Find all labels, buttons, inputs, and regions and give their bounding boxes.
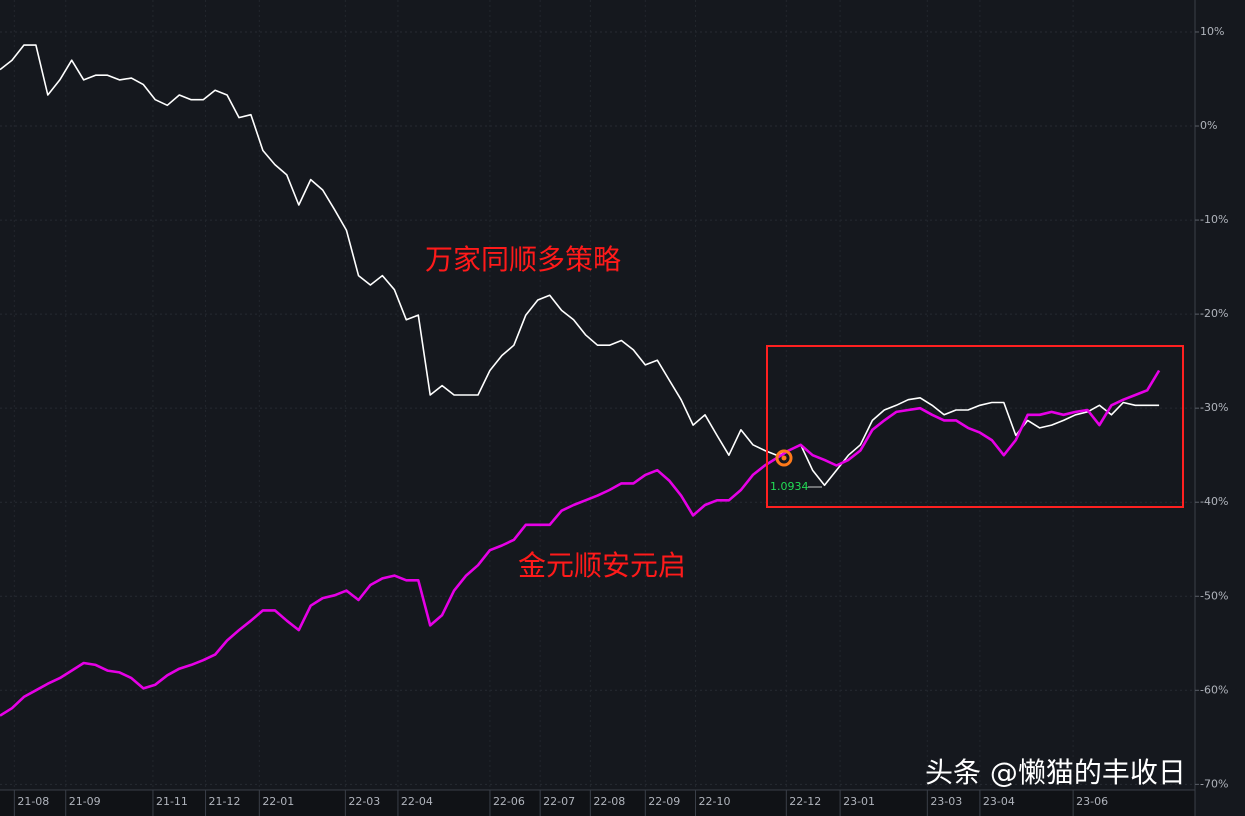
y-tick-label: -50% — [1200, 589, 1228, 602]
x-tick-label: 22-09 — [648, 795, 680, 808]
grid — [0, 0, 1195, 790]
x-tick-label: 23-01 — [843, 795, 875, 808]
plot — [0, 44, 1161, 717]
x-tick-label: 21-12 — [209, 795, 241, 808]
x-tick-label: 22-03 — [348, 795, 380, 808]
y-tick-label: -60% — [1200, 683, 1228, 696]
series-label: 万家同顺多策略 — [425, 243, 621, 276]
x-tick-label: 21-11 — [156, 795, 188, 808]
x-tick-label: 22-10 — [698, 795, 730, 808]
x-tick-label: 22-08 — [593, 795, 625, 808]
x-axis-band — [0, 790, 1195, 816]
x-tick-label: 21-09 — [69, 795, 101, 808]
marker-dot — [781, 455, 787, 461]
x-tick-label: 22-04 — [401, 795, 433, 808]
y-tick-label: -20% — [1200, 307, 1228, 320]
x-tick-label: 21-08 — [17, 795, 49, 808]
series-line — [0, 369, 1161, 717]
y-tick-label: -40% — [1200, 495, 1228, 508]
y-tick-label: -10% — [1200, 213, 1228, 226]
y-tick-label: -30% — [1200, 401, 1228, 414]
axes: 10% 0% -10% -20% -30% -40% -50% -60% -70% 21-08 21… — [13, 25, 1228, 816]
series-label: 金元顺安元启 — [518, 549, 686, 582]
x-tick-label: 23-04 — [983, 795, 1015, 808]
series-line — [0, 44, 1160, 487]
y-tick-label: -70% — [1200, 777, 1228, 790]
x-tick-label: 23-06 — [1076, 795, 1108, 808]
y-tick-label: 10% — [1200, 25, 1224, 38]
x-tick-label: 22-12 — [789, 795, 821, 808]
watermark: 头条 @懒猫的丰收日 — [925, 756, 1186, 789]
highlight-box — [766, 345, 1184, 508]
value-label: 1.0934 — [770, 480, 809, 493]
x-tick-label: 23-03 — [930, 795, 962, 808]
marker — [775, 449, 793, 467]
x-tick-label: 22-07 — [543, 795, 575, 808]
x-tick-label: 22-01 — [262, 795, 294, 808]
x-tick-label: 22-06 — [493, 795, 525, 808]
y-tick-label: 0% — [1200, 119, 1217, 132]
